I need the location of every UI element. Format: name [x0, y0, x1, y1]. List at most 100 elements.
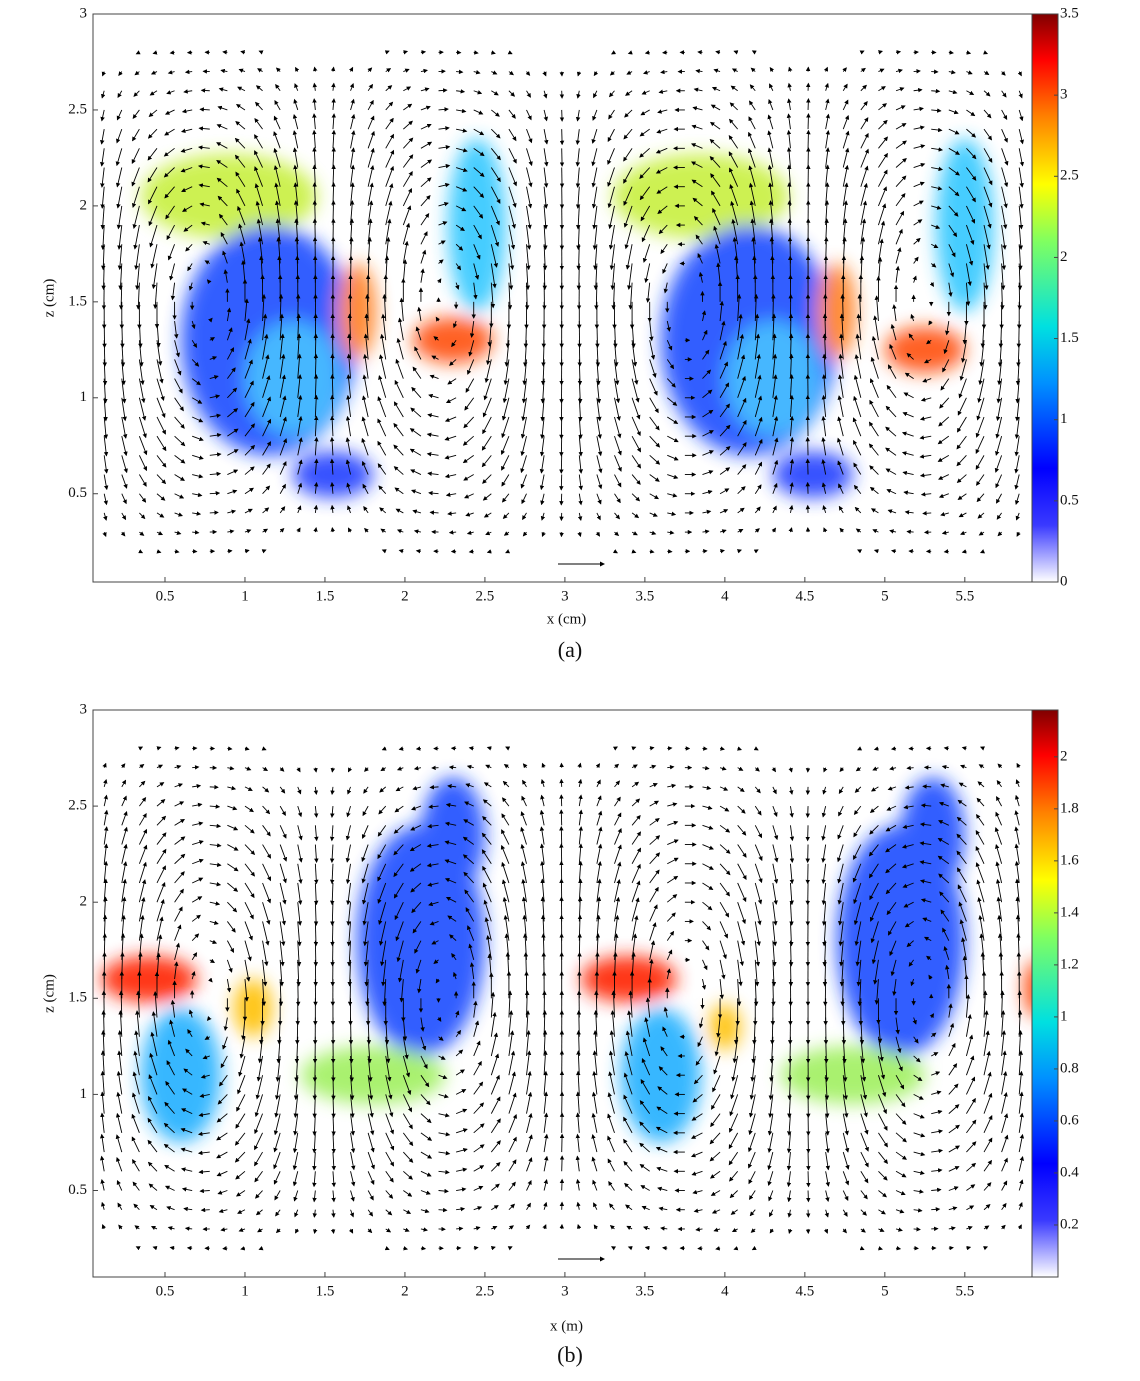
- vector: [175, 872, 185, 883]
- vector: [878, 120, 887, 129]
- vector: [474, 1227, 480, 1229]
- vector: [275, 101, 280, 110]
- vector: [627, 244, 632, 269]
- vector: [843, 1152, 848, 1169]
- vector: [904, 492, 913, 494]
- vector: [790, 528, 791, 532]
- vector: [861, 134, 868, 149]
- vector: [755, 845, 762, 861]
- vector: [157, 359, 162, 382]
- vector: [379, 376, 385, 398]
- vector: [644, 72, 650, 74]
- vector: [750, 1210, 755, 1216]
- vector: [152, 1226, 157, 1228]
- vector: [614, 845, 620, 864]
- vector: [614, 532, 618, 535]
- vector: [175, 889, 184, 902]
- vector: [386, 135, 394, 149]
- vector: [738, 550, 741, 551]
- vector: [1019, 1157, 1022, 1171]
- vector: [984, 1116, 992, 1133]
- vector: [332, 528, 333, 532]
- vector: [263, 550, 266, 551]
- vector: [650, 923, 656, 941]
- vector: [1019, 1225, 1021, 1229]
- vector: [167, 91, 175, 94]
- vector: [878, 1152, 887, 1163]
- vector: [314, 1171, 315, 1186]
- vector: [378, 825, 385, 836]
- colorbar-tick-label: 3.5: [1060, 5, 1079, 21]
- vector: [491, 1163, 500, 1172]
- vector: [578, 1180, 580, 1191]
- vector: [263, 529, 268, 532]
- vector: [280, 864, 286, 883]
- vector: [502, 455, 509, 470]
- vector: [104, 513, 106, 520]
- vector: [788, 114, 790, 129]
- vector: [738, 748, 741, 749]
- vector: [403, 1152, 412, 1162]
- vector: [650, 801, 659, 806]
- vector: [963, 551, 967, 552]
- vector: [957, 455, 966, 465]
- vector: [239, 69, 245, 71]
- colorbar-tick-label: 0.5: [1060, 492, 1079, 508]
- vector: [102, 129, 105, 144]
- vector: [710, 1133, 720, 1144]
- vector: [858, 550, 861, 551]
- vector: [861, 149, 868, 167]
- vector: [839, 806, 844, 816]
- vector: [362, 439, 368, 456]
- vector: [227, 511, 235, 513]
- vector: [720, 825, 729, 832]
- field-blob: [338, 263, 376, 359]
- vector: [227, 883, 237, 891]
- vector: [923, 786, 931, 787]
- vector: [578, 168, 580, 188]
- vector: [579, 810, 581, 825]
- vector: [188, 263, 192, 270]
- vector: [632, 865, 640, 883]
- vector: [403, 172, 412, 187]
- vector: [914, 108, 923, 110]
- vector: [132, 168, 139, 186]
- vector: [421, 214, 429, 225]
- vector: [192, 860, 203, 864]
- y-tick-label: 2: [80, 197, 88, 213]
- vector: [227, 921, 235, 932]
- vector: [255, 119, 263, 129]
- vector: [886, 406, 896, 417]
- vector: [978, 782, 984, 787]
- vector: [640, 148, 650, 157]
- vector: [1016, 844, 1019, 863]
- vector: [997, 513, 1001, 519]
- vector: [502, 846, 509, 864]
- vector: [713, 1210, 720, 1213]
- vector: [896, 1171, 906, 1177]
- vector: [861, 1229, 865, 1232]
- vector: [134, 206, 140, 228]
- vector: [957, 417, 966, 432]
- vector: [629, 52, 632, 53]
- vector: [474, 129, 484, 135]
- vector: [914, 164, 925, 168]
- vector: [491, 91, 498, 95]
- vector: [667, 822, 677, 825]
- vector: [878, 154, 887, 168]
- vector: [730, 103, 737, 110]
- vector: [491, 1013, 495, 1037]
- vector: [122, 475, 127, 488]
- vector: [887, 806, 896, 810]
- vector: [294, 115, 298, 129]
- vector: [104, 436, 106, 455]
- vector: [263, 902, 270, 924]
- vector: [824, 768, 826, 772]
- vector: [625, 110, 632, 117]
- field-blob: [901, 777, 965, 892]
- vector: [421, 160, 431, 168]
- vector: [966, 1120, 975, 1133]
- vector: [236, 122, 245, 130]
- vector: [702, 825, 712, 828]
- vector: [102, 110, 104, 121]
